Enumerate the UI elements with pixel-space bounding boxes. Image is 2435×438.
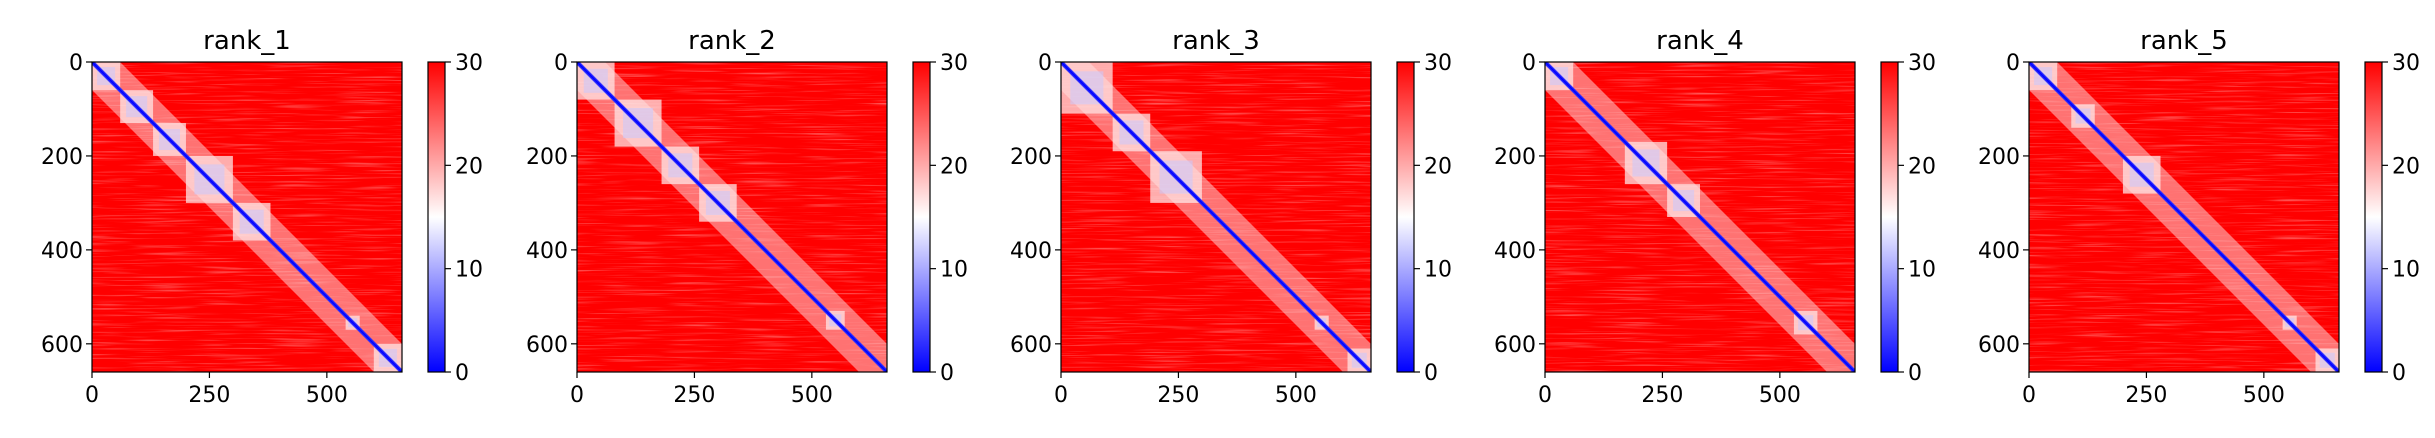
y-tick-label: 0: [1522, 51, 1536, 76]
colorbar: [1396, 61, 1415, 373]
y-tick-label: 600: [1010, 333, 1052, 358]
y-tick-label: 0: [1038, 51, 1052, 76]
colorbar: [427, 61, 446, 373]
y-tick-label: 200: [526, 145, 568, 170]
x-tick-label: 250: [2125, 383, 2167, 408]
plot-frame: [2028, 61, 2340, 373]
x-tick-label: 250: [1157, 383, 1199, 408]
x-tick-label: 500: [791, 383, 833, 408]
chart-title: rank_5: [2140, 26, 2228, 56]
chart-title: rank_1: [203, 26, 291, 56]
y-tick-label: 600: [41, 333, 83, 358]
colorbar: [912, 61, 931, 373]
colorbar-tick-label: 30: [2392, 51, 2420, 76]
colorbar-tick-label: 30: [1424, 51, 1452, 76]
colorbar: [2364, 61, 2383, 373]
y-tick-label: 400: [1010, 239, 1052, 264]
x-tick-label: 0: [570, 383, 584, 408]
plot-frame: [576, 61, 888, 373]
x-tick-label: 500: [306, 383, 348, 408]
colorbar-tick-label: 10: [940, 258, 968, 283]
colorbar-tick-label: 10: [1908, 258, 1936, 283]
x-tick-label: 500: [2243, 383, 2285, 408]
y-tick-label: 0: [69, 51, 83, 76]
y-tick-label: 200: [41, 145, 83, 170]
colorbar-tick-label: 20: [1424, 154, 1452, 179]
colorbar-tick-label: 20: [1908, 154, 1936, 179]
colorbar-tick-label: 0: [455, 361, 469, 386]
y-tick-label: 200: [1494, 145, 1536, 170]
plot-frame: [1544, 61, 1856, 373]
plot-frame: [91, 61, 403, 373]
y-tick-label: 0: [2006, 51, 2020, 76]
colorbar-tick-label: 0: [940, 361, 954, 386]
x-tick-label: 0: [1054, 383, 1068, 408]
colorbar-tick-label: 20: [455, 154, 483, 179]
colorbar-tick-label: 30: [455, 51, 483, 76]
x-tick-label: 0: [85, 383, 99, 408]
x-tick-label: 250: [1641, 383, 1683, 408]
colorbar: [1880, 61, 1899, 373]
colorbar-tick-label: 0: [1424, 361, 1438, 386]
chart-title: rank_4: [1656, 26, 1744, 56]
y-tick-label: 200: [1010, 145, 1052, 170]
x-tick-label: 500: [1759, 383, 1801, 408]
colorbar-tick-label: 30: [1908, 51, 1936, 76]
colorbar-tick-label: 10: [2392, 258, 2420, 283]
x-tick-label: 0: [1538, 383, 1552, 408]
y-tick-label: 600: [1494, 333, 1536, 358]
x-tick-label: 500: [1275, 383, 1317, 408]
colorbar-tick-label: 10: [1424, 258, 1452, 283]
chart-title: rank_2: [688, 26, 776, 56]
x-tick-label: 250: [188, 383, 230, 408]
colorbar-tick-label: 20: [940, 154, 968, 179]
x-tick-label: 250: [673, 383, 715, 408]
y-tick-label: 200: [1978, 145, 2020, 170]
chart-title: rank_3: [1172, 26, 1260, 56]
y-tick-label: 400: [41, 239, 83, 264]
y-tick-label: 0: [554, 51, 568, 76]
y-tick-label: 600: [1978, 333, 2020, 358]
y-tick-label: 400: [1494, 239, 1536, 264]
colorbar-tick-label: 0: [2392, 361, 2406, 386]
colorbar-tick-label: 20: [2392, 154, 2420, 179]
plot-frame: [1060, 61, 1372, 373]
colorbar-tick-label: 10: [455, 258, 483, 283]
y-tick-label: 600: [526, 333, 568, 358]
x-tick-label: 0: [2022, 383, 2036, 408]
y-tick-label: 400: [526, 239, 568, 264]
y-tick-label: 400: [1978, 239, 2020, 264]
colorbar-tick-label: 0: [1908, 361, 1922, 386]
colorbar-tick-label: 30: [940, 51, 968, 76]
